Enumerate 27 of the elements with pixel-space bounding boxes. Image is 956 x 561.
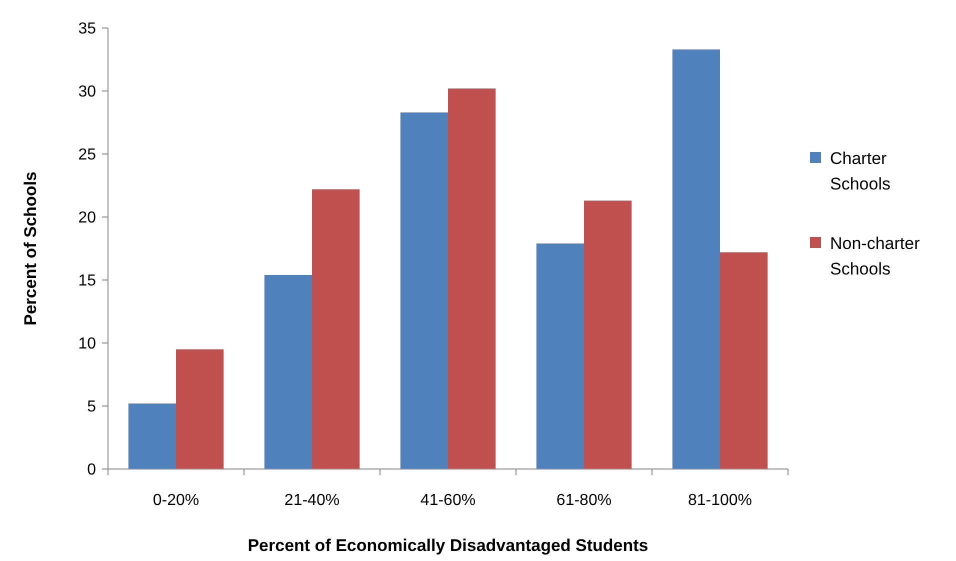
bar bbox=[264, 274, 312, 469]
y-axis-title: Percent of Schools bbox=[21, 172, 40, 326]
x-tick-label: 41-60% bbox=[420, 492, 476, 509]
y-tick-label: 15 bbox=[78, 272, 96, 290]
y-tick-label: 20 bbox=[78, 210, 96, 227]
x-tick-label: 81-100% bbox=[688, 492, 752, 509]
bar bbox=[312, 189, 360, 469]
bar bbox=[448, 88, 496, 469]
y-tick-label: 0 bbox=[87, 462, 96, 479]
x-tick-label: 21-40% bbox=[284, 492, 340, 509]
bar bbox=[176, 349, 224, 469]
y-tick-label: 10 bbox=[78, 336, 96, 353]
y-tick-label: 30 bbox=[78, 84, 96, 101]
legend-label: Non-charter Schools bbox=[830, 234, 920, 278]
bar bbox=[536, 243, 584, 469]
y-tick-label: 5 bbox=[87, 398, 96, 416]
bar bbox=[672, 49, 720, 469]
x-tick-label: 61-80% bbox=[556, 492, 612, 509]
bar bbox=[128, 403, 176, 469]
y-tick-label: 35 bbox=[78, 20, 96, 38]
x-axis-title: Percent of Economically Disadvantaged Students bbox=[248, 536, 648, 555]
bar bbox=[584, 200, 632, 469]
bar bbox=[400, 112, 448, 469]
bar bbox=[720, 252, 768, 469]
x-tick-label: 0-20% bbox=[152, 492, 200, 509]
legend-label: Charter Schools bbox=[830, 148, 890, 194]
y-tick-label: 25 bbox=[78, 146, 96, 164]
